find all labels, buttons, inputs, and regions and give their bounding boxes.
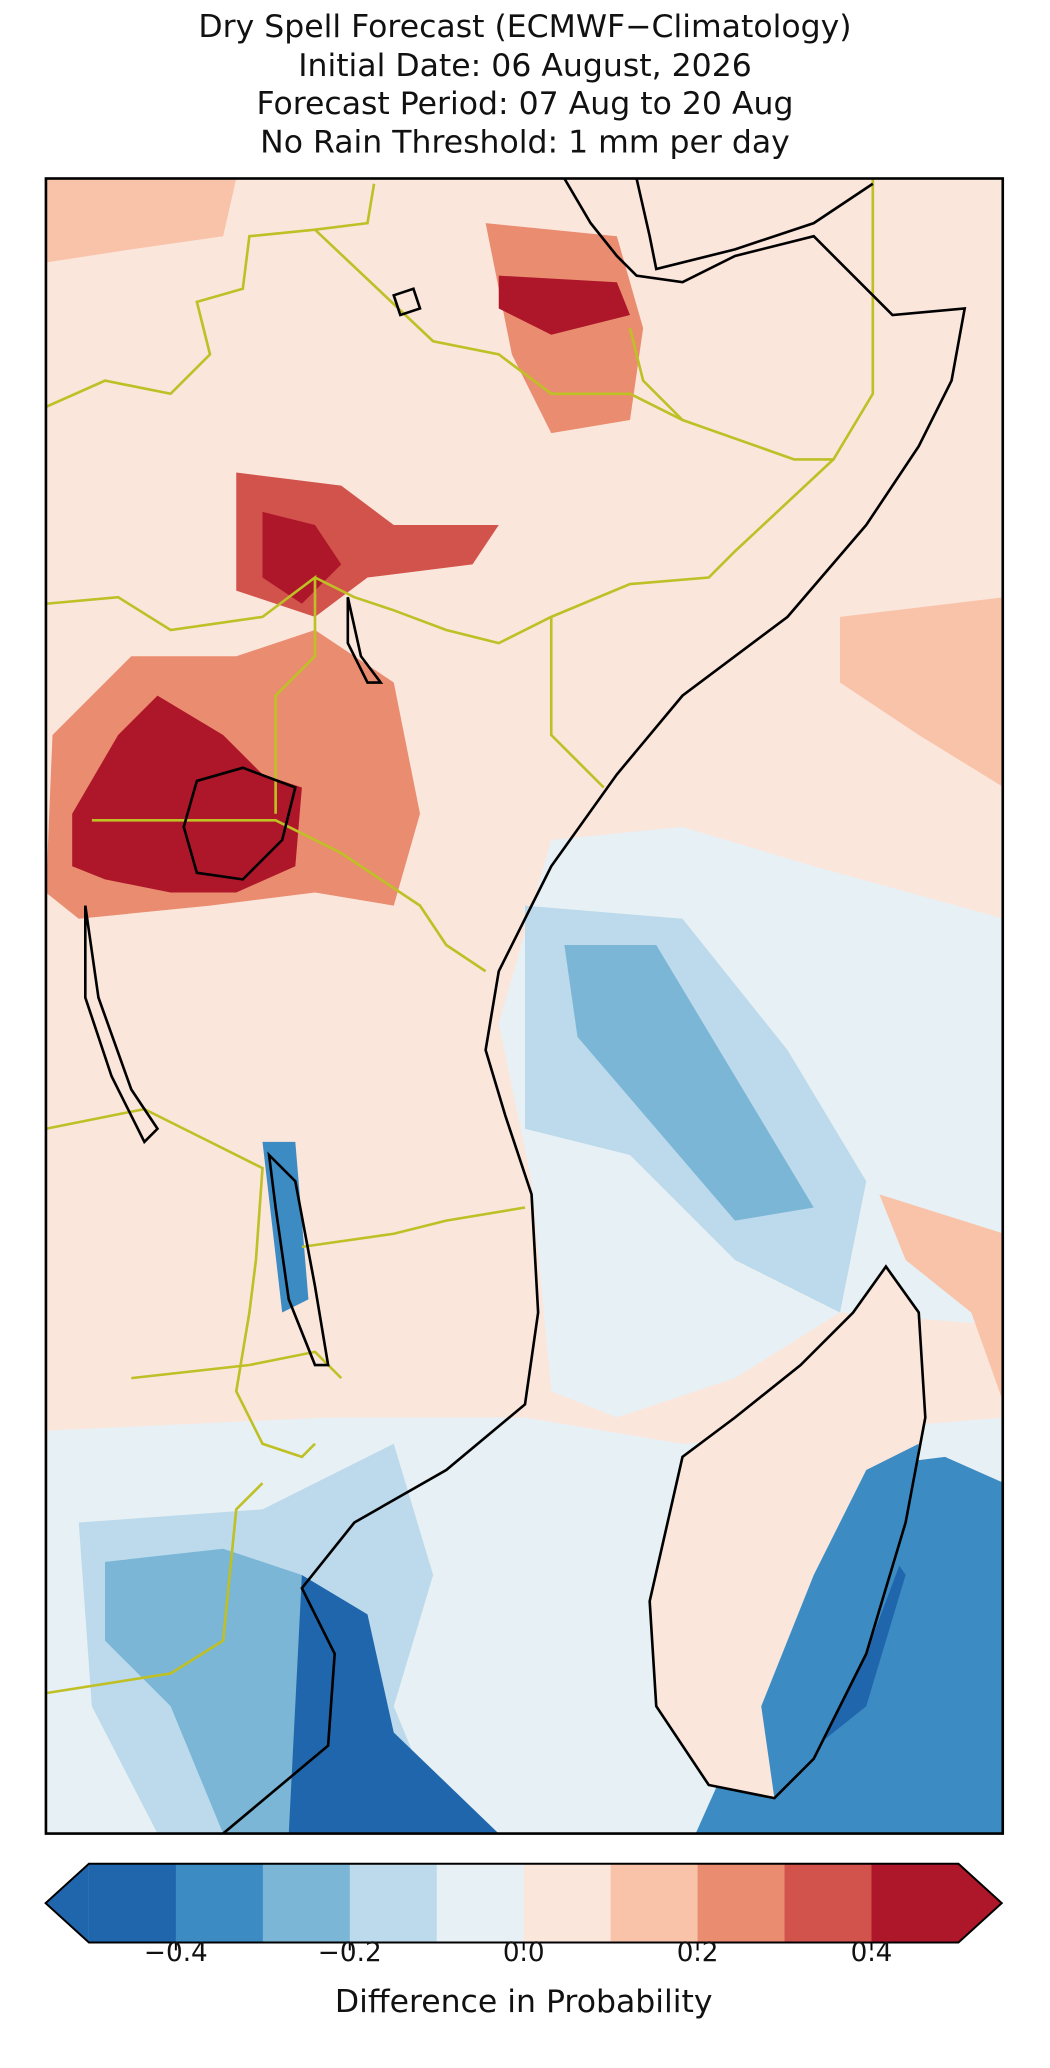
title-line: Initial Date: 06 August, 2026 [298, 48, 752, 84]
shading [45, 178, 237, 263]
shading [840, 597, 1003, 787]
colorbar-tick-label: −0.4 [144, 1938, 208, 1968]
colorbar-tick-label: 0.0 [503, 1938, 545, 1968]
colorbar-segment [697, 1863, 785, 1943]
colorbar-segment [610, 1863, 698, 1943]
colorbar-segment [523, 1863, 612, 1943]
colorbar-label: Difference in Probability [335, 1984, 713, 2020]
colorbar-extend-max [958, 1863, 1002, 1943]
shading [288, 1575, 499, 1834]
title-line: Forecast Period: 07 Aug to 20 Aug [256, 86, 793, 122]
shading [72, 695, 302, 893]
coastline [84, 178, 967, 1834]
shading [879, 1194, 1003, 1401]
colorbar-tick-label: 0.2 [677, 1938, 719, 1968]
colorbar-tick-label: −0.2 [318, 1938, 382, 1968]
colorbar-segment [871, 1863, 959, 1943]
shading [105, 1548, 342, 1834]
shading [564, 945, 814, 1221]
colorbar-outline [44, 1862, 1004, 1944]
colorbar-segment [349, 1863, 438, 1943]
colorbar-segment [262, 1863, 351, 1943]
colorbar-extend-min [45, 1863, 89, 1943]
title-line: Dry Spell Forecast (ECMWF−Climatology) [198, 9, 851, 45]
borders [45, 178, 875, 1695]
colorbar-segment [784, 1863, 872, 1943]
title-line: No Rain Threshold: 1 mm per day [260, 124, 790, 160]
shading [498, 275, 630, 335]
colorbar-segment [175, 1863, 264, 1943]
map-frame [44, 177, 1005, 1835]
map [45, 178, 1003, 1834]
title-block: Dry Spell Forecast (ECMWF−Climatology) I… [198, 9, 851, 161]
colorbar-segment [88, 1863, 177, 1943]
colorbar-tick-label: 0.4 [851, 1938, 893, 1968]
colorbar: −0.4 −0.2 0.0 0.2 0.4 [44, 1862, 1004, 1968]
colorbar-segment [436, 1863, 525, 1943]
shading [761, 1443, 919, 1799]
